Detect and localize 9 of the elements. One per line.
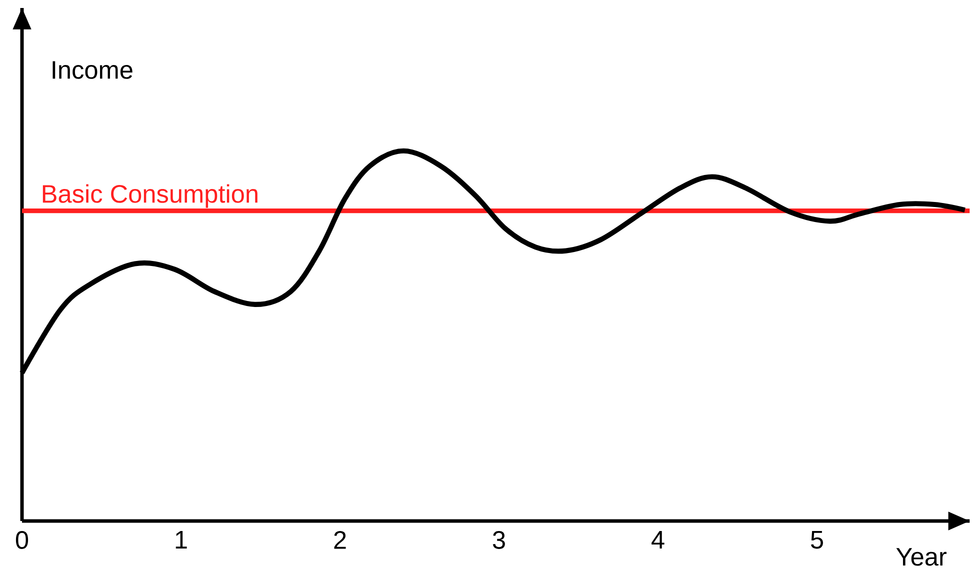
x-tick-label: 5 [810, 531, 823, 549]
x-tick-label: 0 [16, 531, 28, 549]
x-tick-label: 2 [334, 531, 346, 549]
x-axis-title: Year [896, 548, 946, 566]
ref-line-label: Basic Consumption [42, 184, 258, 208]
x-tick-label: 4 [652, 531, 664, 548]
x-tick-label: 1 [176, 531, 187, 548]
y-axis-title: Income [52, 61, 132, 79]
x-tick-label: 3 [492, 531, 505, 549]
